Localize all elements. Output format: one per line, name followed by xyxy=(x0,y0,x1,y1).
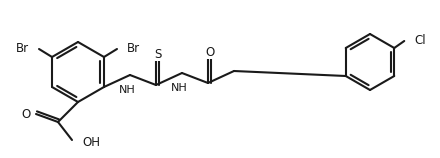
Text: S: S xyxy=(154,48,161,61)
Text: OH: OH xyxy=(82,136,100,149)
Text: O: O xyxy=(205,46,215,58)
Text: Br: Br xyxy=(127,42,140,55)
Text: Cl: Cl xyxy=(414,33,426,46)
Text: O: O xyxy=(22,109,31,122)
Text: Br: Br xyxy=(16,42,29,55)
Text: NH: NH xyxy=(119,85,136,95)
Text: NH: NH xyxy=(171,83,187,93)
